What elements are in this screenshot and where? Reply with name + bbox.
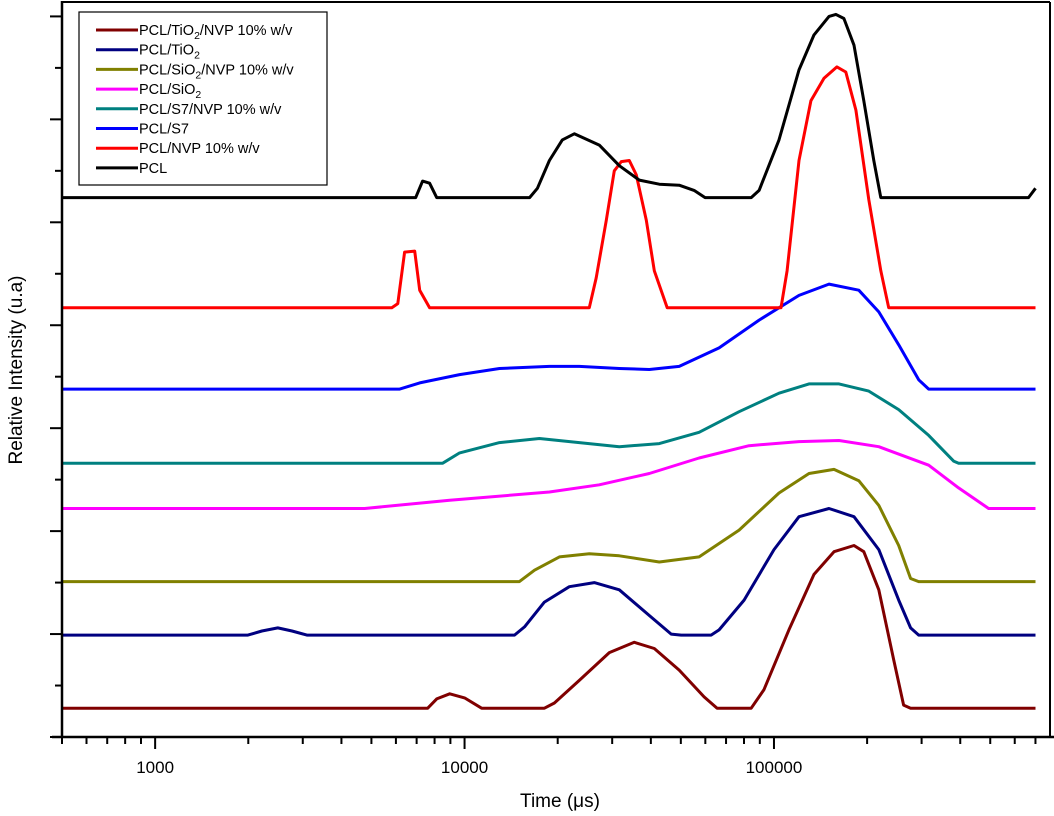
x-axis-ticks bbox=[61, 737, 1037, 749]
y-axis-ticks bbox=[50, 15, 62, 738]
x-tick-label: 1000 bbox=[136, 758, 174, 777]
legend-label-3: PCL/SiO2 bbox=[139, 82, 201, 101]
series-line-7 bbox=[62, 12, 1037, 200]
series-line-1 bbox=[62, 507, 1036, 637]
legend-box bbox=[78, 11, 328, 186]
series-line-5 bbox=[62, 282, 1036, 391]
legend-label-7: PCL bbox=[139, 161, 167, 177]
legend-label-4: PCL/S7/NVP 10% w/v bbox=[139, 102, 282, 118]
legend-label-2: PCL/SiO2/NVP 10% w/v bbox=[139, 62, 294, 81]
x-tick-label: 10000 bbox=[441, 758, 488, 777]
series-layer bbox=[62, 12, 1037, 710]
series-line-2 bbox=[62, 467, 1036, 584]
legend-label-0: PCL/TiO2/NVP 10% w/v bbox=[139, 23, 293, 42]
legend-label-6: PCL/NVP 10% w/v bbox=[139, 141, 260, 157]
series-line-6 bbox=[62, 65, 1036, 310]
legend: PCL/TiO2/NVP 10% w/vPCL/TiO2PCL/SiO2/NVP… bbox=[78, 11, 328, 186]
plot-frame bbox=[52, 1, 1054, 739]
legend-label-5: PCL/S7 bbox=[139, 122, 189, 138]
series-line-4 bbox=[62, 382, 1036, 465]
legend-label-1: PCL/TiO2 bbox=[139, 43, 200, 62]
x-axis-title: Time (μs) bbox=[520, 791, 600, 812]
series-line-0 bbox=[62, 544, 1036, 710]
y-axis-title: Relative Intensity (u.a) bbox=[6, 275, 27, 464]
x-axis-tick-labels: 1000 10000 100000 bbox=[136, 758, 802, 777]
series-line-3 bbox=[62, 439, 1036, 510]
x-tick-label: 100000 bbox=[746, 758, 803, 777]
